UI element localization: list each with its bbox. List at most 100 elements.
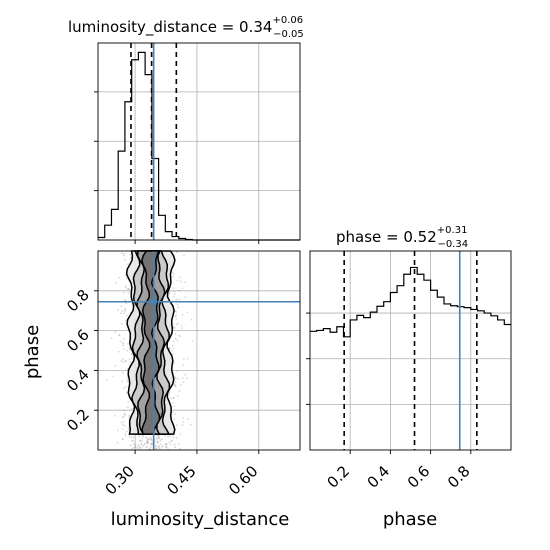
sample-point bbox=[191, 340, 194, 342]
x-tick-label-phase: 0.4 bbox=[364, 462, 394, 492]
sample-point bbox=[137, 447, 139, 450]
sample-point bbox=[132, 439, 134, 442]
sample-point bbox=[121, 437, 124, 440]
sample-point bbox=[171, 344, 174, 347]
sample-point bbox=[175, 437, 178, 439]
sample-point bbox=[139, 447, 142, 449]
x-tick-label-ld: 0.30 bbox=[102, 462, 138, 498]
sample-point bbox=[105, 378, 108, 381]
sample-point bbox=[164, 443, 167, 446]
sample-point bbox=[120, 252, 123, 255]
sample-point bbox=[155, 438, 158, 441]
sample-point bbox=[176, 298, 179, 301]
sample-point bbox=[174, 333, 177, 336]
sample-point bbox=[173, 418, 176, 420]
x-tick-label-ld: 0.45 bbox=[163, 462, 199, 498]
sample-point bbox=[130, 357, 133, 359]
sample-point bbox=[123, 409, 125, 412]
sample-point bbox=[169, 435, 172, 437]
sample-point bbox=[189, 423, 192, 426]
sample-point bbox=[125, 392, 128, 394]
sample-point bbox=[168, 441, 171, 444]
sample-point bbox=[141, 435, 144, 437]
sample-point bbox=[184, 373, 186, 376]
sample-point bbox=[127, 292, 130, 295]
sample-point bbox=[122, 343, 125, 345]
sample-point bbox=[159, 440, 162, 443]
sample-point bbox=[126, 406, 129, 409]
histogram-ld bbox=[98, 51, 300, 241]
y-tick-label-phase: 0.6 bbox=[63, 326, 93, 356]
sample-point bbox=[181, 424, 184, 426]
sample-point bbox=[173, 361, 176, 364]
sample-point bbox=[116, 429, 119, 432]
sample-point bbox=[173, 405, 176, 407]
sample-point bbox=[180, 384, 182, 386]
sample-point bbox=[127, 342, 129, 345]
sample-point bbox=[187, 418, 190, 421]
sample-point bbox=[186, 377, 189, 380]
sample-point bbox=[175, 311, 178, 313]
sample-point bbox=[166, 446, 169, 449]
sample-point bbox=[164, 443, 167, 446]
sample-point bbox=[126, 349, 128, 352]
joint-panel bbox=[97, 250, 301, 451]
sample-point bbox=[177, 378, 179, 380]
sample-point bbox=[177, 322, 180, 325]
sample-point bbox=[148, 442, 150, 445]
sample-point bbox=[151, 442, 154, 445]
sample-point bbox=[179, 447, 181, 450]
sample-point bbox=[126, 288, 129, 291]
sample-point bbox=[158, 447, 161, 449]
sample-point bbox=[154, 445, 157, 448]
sample-point bbox=[155, 447, 158, 449]
sample-point bbox=[122, 415, 125, 418]
sample-point bbox=[124, 299, 126, 301]
sample-point bbox=[125, 385, 128, 388]
sample-point bbox=[124, 413, 126, 416]
sample-point bbox=[173, 293, 176, 295]
sample-point bbox=[123, 312, 125, 315]
marginal-phase-panel bbox=[306, 250, 512, 451]
sample-point bbox=[156, 435, 159, 438]
sample-point bbox=[174, 381, 177, 383]
sample-point bbox=[176, 303, 179, 306]
sample-point bbox=[178, 334, 181, 337]
sample-point bbox=[143, 443, 146, 446]
sample-point bbox=[145, 442, 148, 445]
sample-point bbox=[146, 437, 148, 439]
sample-point bbox=[114, 415, 116, 417]
sample-point bbox=[126, 379, 128, 381]
sample-point bbox=[160, 439, 162, 441]
sample-point bbox=[180, 324, 183, 327]
sample-point bbox=[122, 371, 124, 374]
sample-point bbox=[132, 443, 135, 446]
sample-point bbox=[141, 437, 144, 440]
sample-point bbox=[157, 442, 159, 445]
sample-point bbox=[146, 440, 149, 443]
sample-point bbox=[139, 439, 142, 442]
sample-point bbox=[184, 281, 186, 284]
sample-point bbox=[182, 417, 184, 420]
sample-point bbox=[123, 253, 125, 255]
xlabel-ld: luminosity_distance bbox=[111, 509, 290, 530]
sample-point bbox=[161, 445, 164, 448]
sample-point bbox=[167, 435, 170, 438]
sample-point bbox=[173, 327, 176, 329]
sample-point bbox=[130, 353, 133, 355]
sample-point bbox=[120, 312, 122, 315]
sample-point bbox=[171, 402, 174, 404]
sample-point bbox=[171, 352, 174, 355]
sample-point bbox=[178, 298, 181, 301]
sample-point bbox=[110, 337, 113, 340]
sample-point bbox=[177, 306, 180, 309]
title-ld: luminosity_distance = 0.34+0.06 −0.05 bbox=[68, 15, 304, 40]
sample-point bbox=[176, 279, 179, 282]
sample-point bbox=[147, 438, 150, 440]
histogram-phase bbox=[310, 266, 511, 338]
sample-point bbox=[173, 290, 176, 293]
sample-point bbox=[125, 430, 128, 433]
sample-point bbox=[181, 327, 183, 330]
sample-point bbox=[150, 444, 153, 447]
sample-point bbox=[168, 392, 171, 395]
